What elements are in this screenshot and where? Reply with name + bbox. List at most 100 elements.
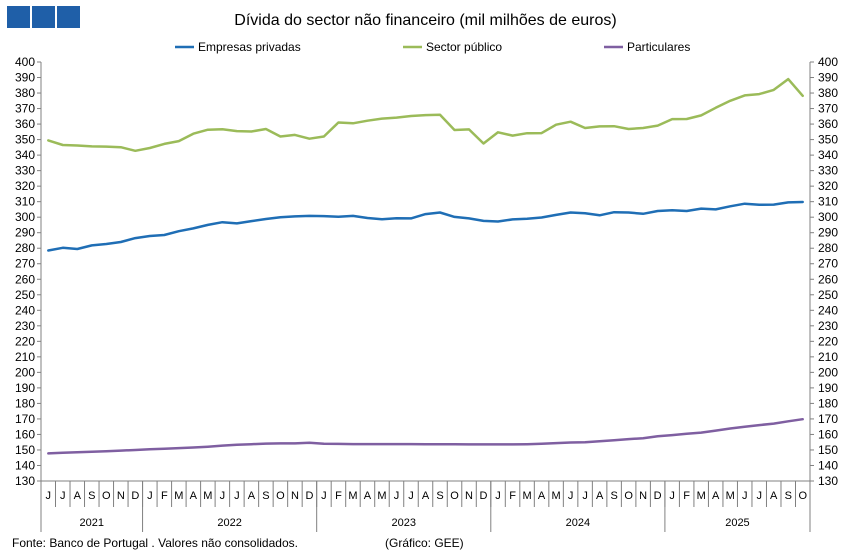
y-tick-label-left: 290 (15, 226, 35, 240)
month-label: F (335, 490, 342, 502)
year-label: 2024 (566, 517, 590, 529)
month-label: F (161, 490, 168, 502)
month-label: N (291, 490, 299, 502)
y-tick-label-left: 130 (15, 474, 35, 488)
month-label: J (321, 490, 327, 502)
series-line (47, 200, 804, 252)
y-tick-label-right: 290 (818, 226, 838, 240)
month-label: M (174, 490, 183, 502)
y-tick-label-right: 390 (818, 71, 838, 85)
logo-square (57, 6, 80, 28)
month-label: F (509, 490, 516, 502)
month-label: J (742, 490, 748, 502)
y-tick-label-right: 320 (818, 179, 838, 193)
y-tick-label-right: 140 (818, 458, 838, 472)
month-label: J (669, 490, 675, 502)
month-label: J (408, 490, 414, 502)
y-tick-label-left: 240 (15, 303, 35, 317)
month-label: A (74, 490, 82, 502)
month-label: A (770, 490, 778, 502)
y-tick-label-left: 230 (15, 319, 35, 333)
logo-square (7, 6, 30, 28)
month-label: J (568, 490, 574, 502)
y-tick-label-left: 350 (15, 133, 35, 147)
y-tick-label-left: 380 (15, 86, 35, 100)
y-tick-label-right: 220 (818, 334, 838, 348)
month-label: O (798, 490, 807, 502)
month-label: S (610, 490, 617, 502)
y-tick-label-left: 320 (15, 179, 35, 193)
year-label: 2025 (725, 517, 749, 529)
y-tick-label-left: 190 (15, 381, 35, 395)
month-label: O (102, 490, 111, 502)
credit-note: (Gráfico: GEE) (385, 536, 464, 550)
y-tick-label-left: 360 (15, 117, 35, 131)
y-tick-label-left: 370 (15, 102, 35, 116)
month-label: J (147, 490, 153, 502)
y-tick-label-left: 180 (15, 396, 35, 410)
y-tick-label-right: 160 (818, 427, 838, 441)
y-tick-label-right: 180 (818, 396, 838, 410)
y-tick-label-left: 210 (15, 350, 35, 364)
y-tick-label-right: 350 (818, 133, 838, 147)
month-label: F (683, 490, 690, 502)
y-tick-label-right: 250 (818, 288, 838, 302)
month-label: M (377, 490, 386, 502)
y-tick-label-left: 280 (15, 241, 35, 255)
month-label: S (785, 490, 792, 502)
legend-label: Empresas privadas (198, 40, 301, 54)
month-label: M (726, 490, 735, 502)
y-tick-label-right: 300 (818, 210, 838, 224)
month-label: D (131, 490, 139, 502)
year-label: 2021 (80, 517, 104, 529)
year-label: 2022 (217, 517, 241, 529)
month-label: A (538, 490, 546, 502)
y-tick-label-right: 310 (818, 195, 838, 209)
month-label: D (654, 490, 662, 502)
month-label: J (60, 490, 66, 502)
legend-label: Sector público (426, 40, 502, 54)
month-label: D (480, 490, 488, 502)
month-label: D (305, 490, 313, 502)
y-tick-label-left: 300 (15, 210, 35, 224)
month-label: A (422, 490, 430, 502)
y-tick-label-right: 260 (818, 272, 838, 286)
month-label: A (596, 490, 604, 502)
y-tick-label-left: 200 (15, 365, 35, 379)
month-label: O (276, 490, 285, 502)
y-tick-label-right: 200 (818, 365, 838, 379)
y-tick-label-left: 220 (15, 334, 35, 348)
month-label: A (364, 490, 372, 502)
month-label: M (551, 490, 560, 502)
y-tick-label-left: 330 (15, 164, 35, 178)
month-label: J (756, 490, 762, 502)
y-tick-label-left: 250 (15, 288, 35, 302)
month-label: J (234, 490, 240, 502)
month-label: J (582, 490, 588, 502)
y-tick-label-right: 130 (818, 474, 838, 488)
month-label: O (624, 490, 633, 502)
y-tick-label-left: 340 (15, 148, 35, 162)
year-label: 2023 (391, 517, 415, 529)
month-label: N (117, 490, 125, 502)
y-tick-label-right: 230 (818, 319, 838, 333)
y-tick-label-right: 150 (818, 443, 838, 457)
y-tick-label-left: 150 (15, 443, 35, 457)
series-line (47, 417, 804, 455)
y-tick-label-right: 190 (818, 381, 838, 395)
y-tick-label-left: 270 (15, 257, 35, 271)
y-tick-label-left: 170 (15, 412, 35, 426)
month-label: S (262, 490, 269, 502)
month-label: J (495, 490, 501, 502)
y-tick-label-left: 260 (15, 272, 35, 286)
y-tick-label-right: 340 (818, 148, 838, 162)
y-tick-label-left: 310 (15, 195, 35, 209)
y-tick-label-right: 380 (818, 86, 838, 100)
y-tick-label-right: 360 (818, 117, 838, 131)
y-tick-label-right: 280 (818, 241, 838, 255)
month-label: A (248, 490, 256, 502)
y-tick-label-right: 400 (818, 55, 838, 69)
chart-title: Dívida do sector não financeiro (mil mil… (234, 12, 617, 29)
